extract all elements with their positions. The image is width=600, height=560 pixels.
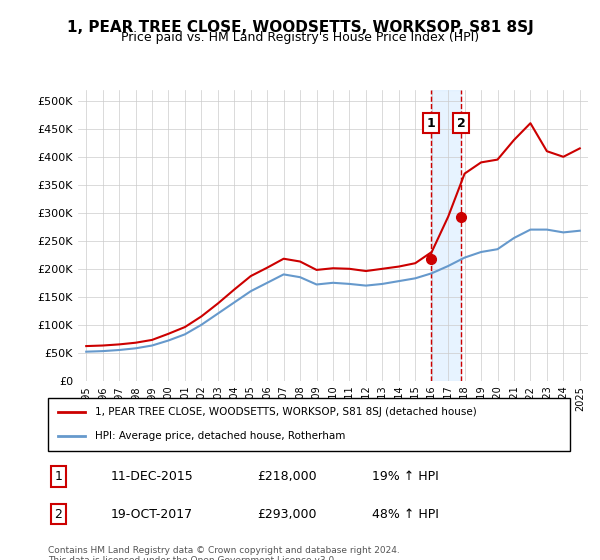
Bar: [431, 90, 461, 381]
Text: 1: 1: [55, 470, 62, 483]
Text: 1, PEAR TREE CLOSE, WOODSETTS, WORKSOP, S81 8SJ (detached house): 1, PEAR TREE CLOSE, WOODSETTS, WORKSOP, …: [95, 408, 477, 418]
Text: Price paid vs. HM Land Registry's House Price Index (HPI): Price paid vs. HM Land Registry's House …: [121, 31, 479, 44]
Text: 11-DEC-2015: 11-DEC-2015: [110, 470, 193, 483]
Text: £218,000: £218,000: [257, 470, 316, 483]
FancyBboxPatch shape: [48, 398, 570, 451]
Text: 1, PEAR TREE CLOSE, WOODSETTS, WORKSOP, S81 8SJ: 1, PEAR TREE CLOSE, WOODSETTS, WORKSOP, …: [67, 20, 533, 35]
Text: 2: 2: [55, 507, 62, 521]
Text: HPI: Average price, detached house, Rotherham: HPI: Average price, detached house, Roth…: [95, 431, 346, 441]
Text: 48% ↑ HPI: 48% ↑ HPI: [371, 507, 439, 521]
Text: 2: 2: [457, 116, 466, 130]
Text: 19-OCT-2017: 19-OCT-2017: [110, 507, 193, 521]
Text: 19% ↑ HPI: 19% ↑ HPI: [371, 470, 439, 483]
Text: 1: 1: [427, 116, 435, 130]
Text: £293,000: £293,000: [257, 507, 316, 521]
Text: Contains HM Land Registry data © Crown copyright and database right 2024.
This d: Contains HM Land Registry data © Crown c…: [48, 546, 400, 560]
